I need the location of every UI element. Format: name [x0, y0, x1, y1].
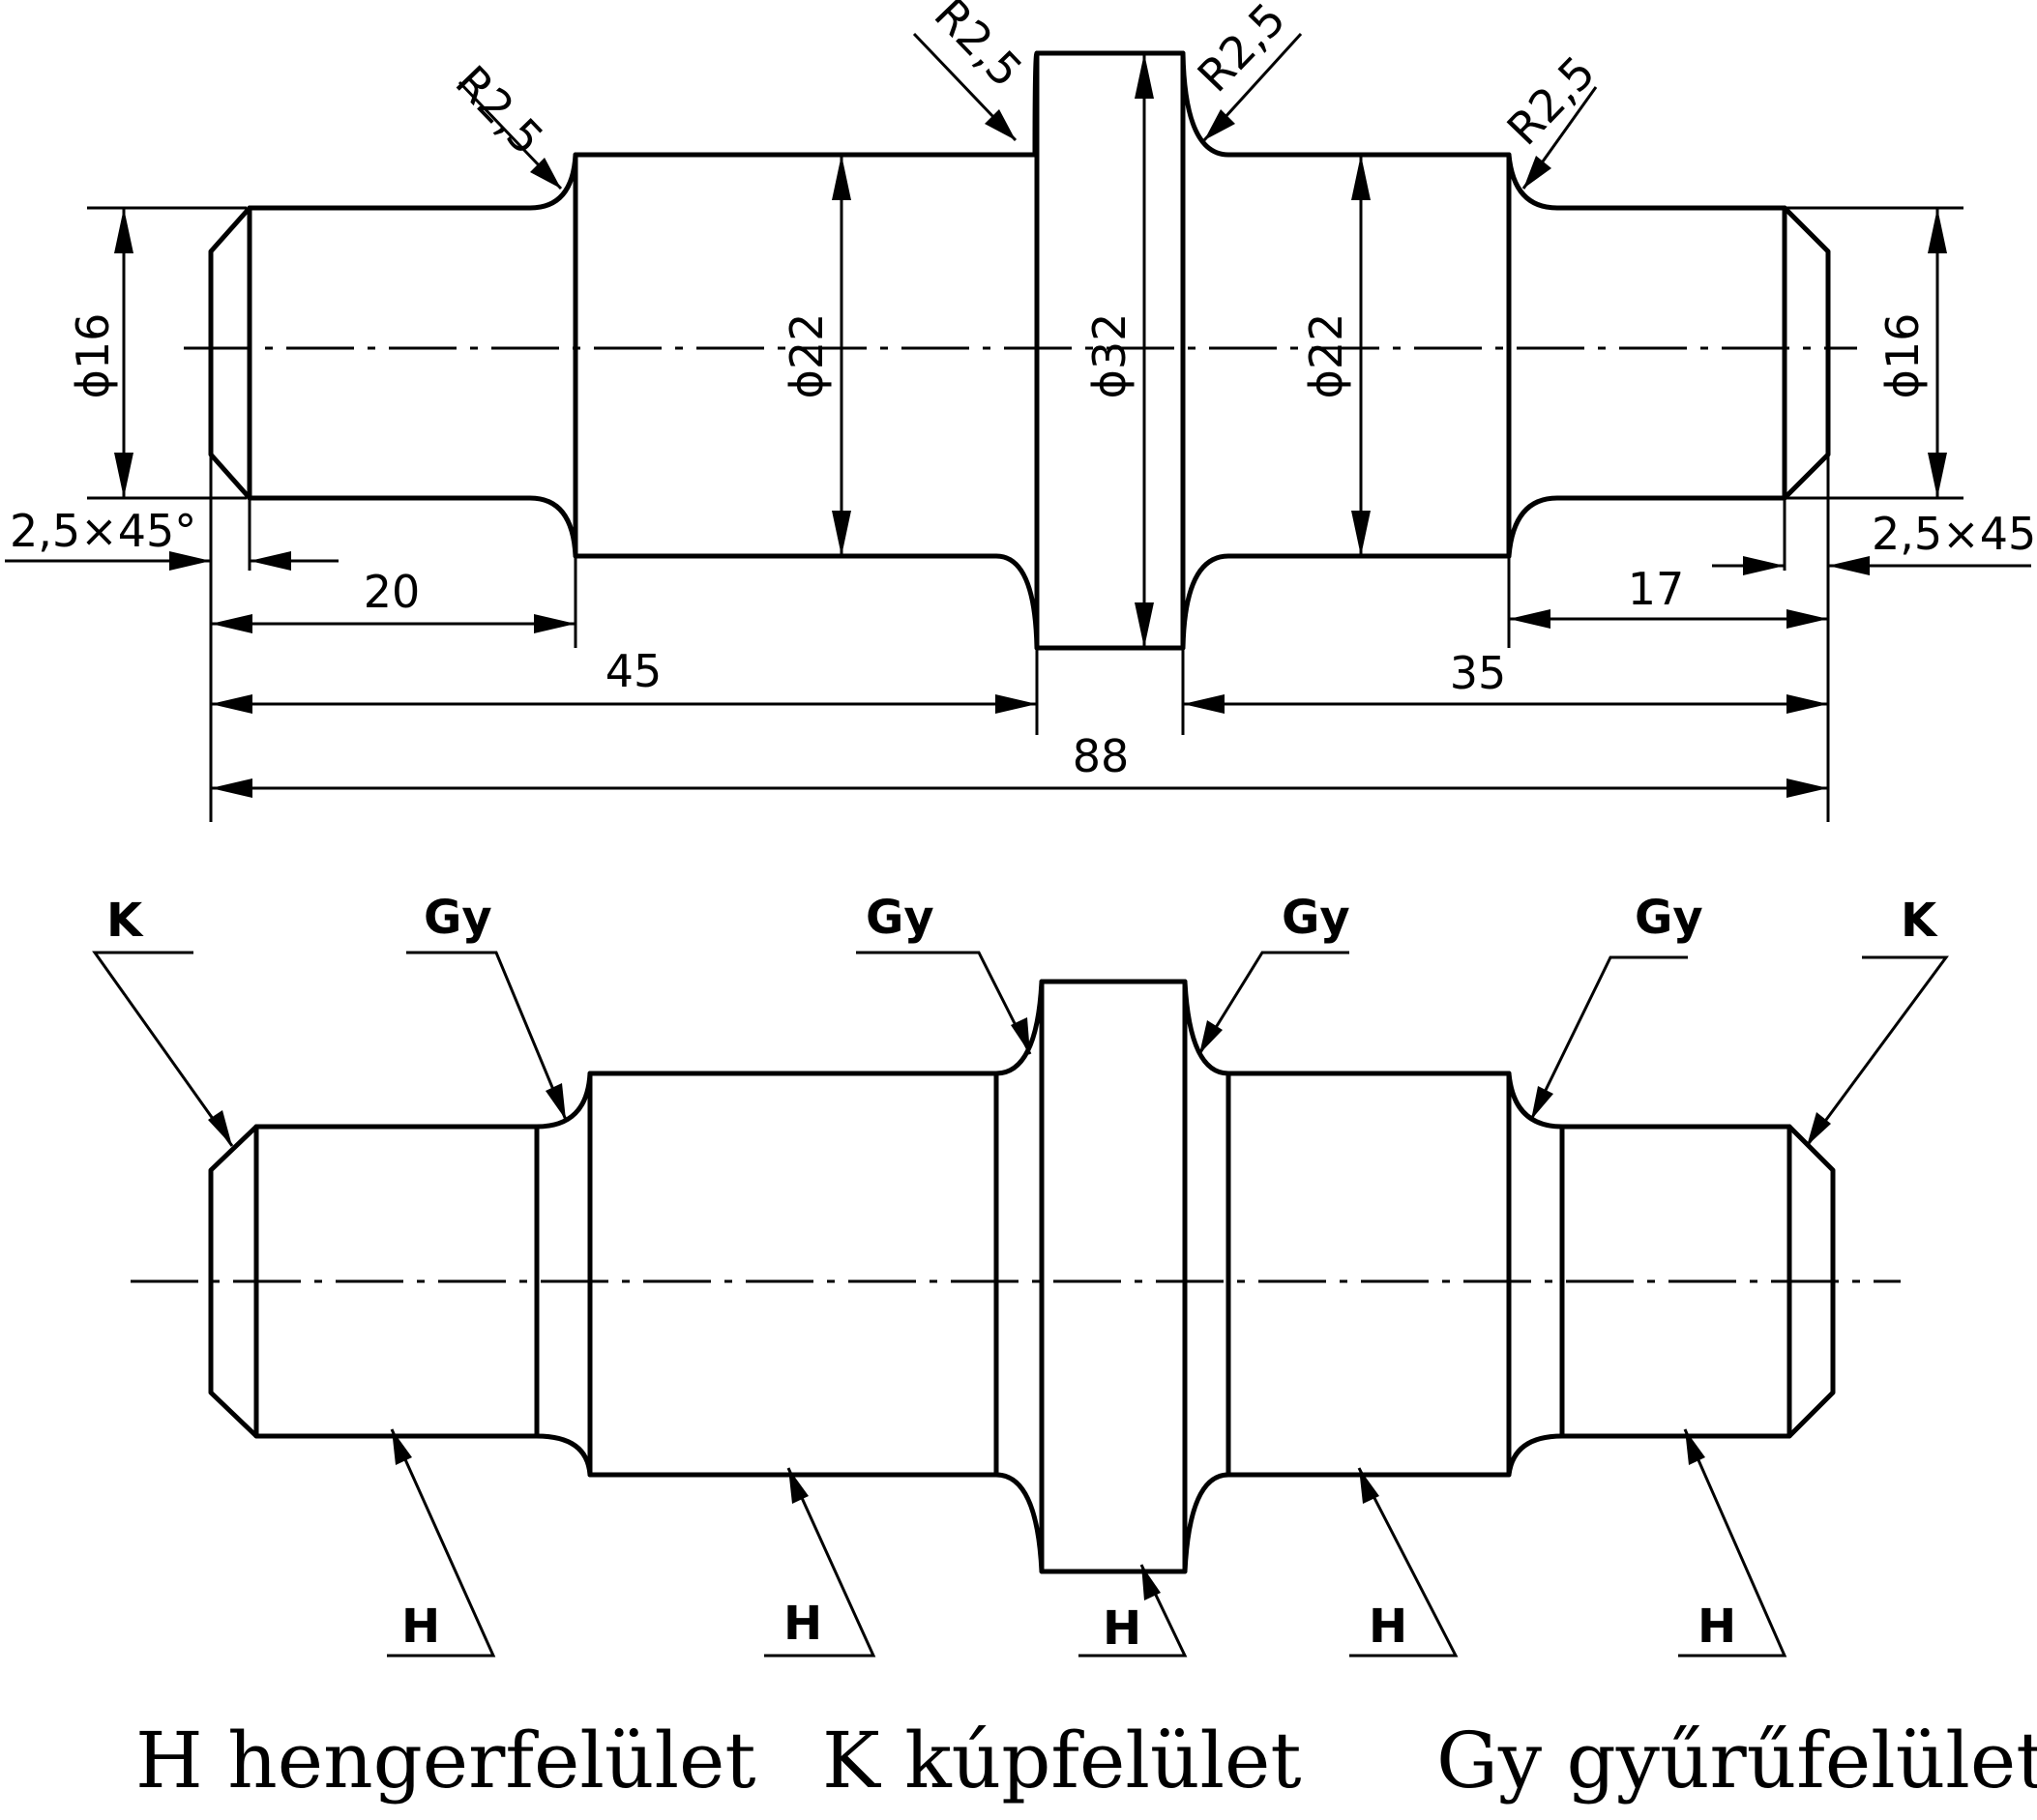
radius-label-1: R2,5	[446, 55, 554, 164]
label-k-left: K	[106, 894, 144, 948]
len-45-label: 45	[605, 645, 663, 697]
len-17-label: 17	[1628, 563, 1685, 615]
leader-gy-2	[856, 951, 1032, 1055]
label-gy-4: Gy	[1635, 891, 1703, 945]
leader-h-2	[764, 1467, 876, 1658]
top-shaft-outline	[208, 50, 1831, 651]
label-h-5: H	[1698, 1600, 1736, 1654]
dia32-label: ϕ32	[1083, 313, 1136, 399]
dia22-right-label: ϕ22	[1300, 313, 1352, 399]
chamfer-left-label: 2,5×45°	[10, 505, 196, 557]
label-k-right: K	[1901, 894, 1938, 948]
leader-h-5	[1678, 1428, 1787, 1658]
radius-label-4: R2,5	[1497, 45, 1606, 155]
leader-h-4	[1349, 1467, 1459, 1658]
len-35-label: 35	[1450, 647, 1507, 699]
leader-gy-3	[1197, 951, 1349, 1055]
bottom-shaft-outline	[208, 979, 1836, 1574]
legend-k: K kúpfelület	[822, 1716, 1302, 1805]
leader-gy-1	[406, 951, 568, 1121]
label-h-3: H	[1103, 1601, 1141, 1656]
label-h-4: H	[1369, 1600, 1407, 1654]
leader-gy-4	[1529, 955, 1688, 1121]
legend-h: H hengerfelület	[135, 1716, 756, 1805]
leader-h-1	[387, 1428, 496, 1658]
leader-k-left	[92, 951, 234, 1147]
label-gy-3: Gy	[1282, 891, 1350, 945]
radius-label-2: R2,5	[925, 0, 1033, 97]
dia22-left-label: ϕ22	[781, 313, 833, 399]
len-88-label: 88	[1073, 730, 1130, 782]
legend: H hengerfelület K kúpfelület Gy gyűrűfel…	[135, 1716, 2037, 1805]
legend-gy: Gy gyűrűfelület	[1436, 1716, 2037, 1805]
chamfer-right-label: 2,5×45°	[1872, 508, 2037, 560]
dia16-left-label: ϕ16	[67, 313, 119, 399]
bottom-view: K K Gy Gy Gy Gy H H H H H	[92, 891, 1949, 1658]
dia16-right-label: ϕ16	[1876, 313, 1929, 399]
radius-label-3: R2,5	[1188, 0, 1296, 102]
label-gy-1: Gy	[424, 891, 492, 945]
label-h-1: H	[401, 1600, 440, 1654]
top-view: ϕ16 ϕ22 ϕ32 ϕ22 ϕ16 R2,5 R2,5 R2,5 R2,5 …	[5, 0, 2037, 822]
leader-k-right	[1805, 955, 1949, 1147]
label-gy-2: Gy	[866, 891, 934, 945]
label-h-2: H	[783, 1597, 822, 1651]
len-20-label: 20	[364, 566, 421, 618]
